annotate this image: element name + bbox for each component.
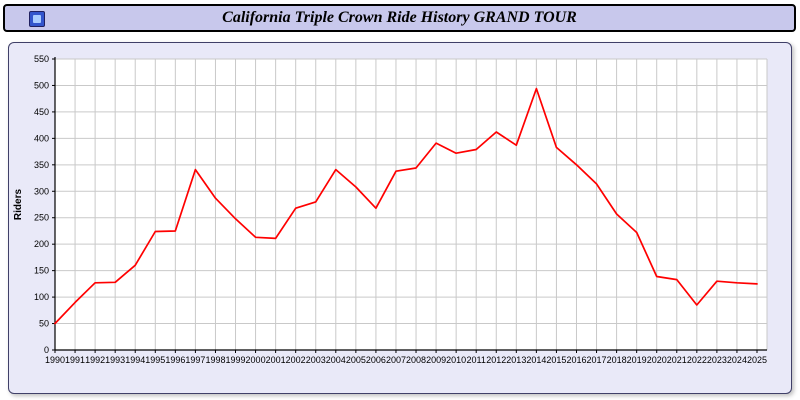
svg-text:2023: 2023 [707,355,727,365]
x-gridlines [54,59,768,350]
svg-text:2012: 2012 [486,355,506,365]
svg-text:2022: 2022 [687,355,707,365]
chart-panel: 0 50 100 150 200 250 300 350 400 450 500 550 1990 199… [8,42,792,394]
riders-line [54,87,758,325]
svg-text:2007: 2007 [386,355,406,365]
plot-area [55,59,767,350]
svg-text:1998: 1998 [205,355,225,365]
svg-text:2010: 2010 [446,355,466,365]
svg-text:350: 350 [34,160,49,170]
svg-text:500: 500 [34,80,49,90]
x-tick-labels: 1990 1991 1992 1993 1994 1995 1996 1997 1998 1999… [45,355,767,365]
svg-text:1995: 1995 [145,355,165,365]
svg-text:2003: 2003 [306,355,326,365]
y-tick-labels: 0 50 100 150 200 250 300 350 400 450 500 550 [34,54,49,355]
svg-text:1997: 1997 [185,355,205,365]
svg-text:2008: 2008 [406,355,426,365]
svg-text:1992: 1992 [85,355,105,365]
svg-text:1996: 1996 [165,355,185,365]
svg-text:2009: 2009 [426,355,446,365]
svg-text:150: 150 [34,266,49,276]
svg-text:2005: 2005 [346,355,366,365]
svg-text:2018: 2018 [607,355,627,365]
svg-text:2014: 2014 [526,355,546,365]
svg-text:550: 550 [34,54,49,64]
svg-text:450: 450 [34,107,49,117]
svg-text:2016: 2016 [566,355,586,365]
svg-text:50: 50 [39,319,49,329]
window-titlebar: California Triple Crown Ride History GRA… [3,4,796,32]
svg-text:1990: 1990 [45,355,65,365]
svg-text:100: 100 [34,292,49,302]
svg-text:2000: 2000 [246,355,266,365]
svg-text:300: 300 [34,186,49,196]
svg-text:0: 0 [44,345,49,355]
y-axis-title: Riders [13,189,24,221]
svg-text:2002: 2002 [286,355,306,365]
svg-text:2020: 2020 [647,355,667,365]
svg-text:2015: 2015 [546,355,566,365]
axes [54,57,767,351]
svg-text:1994: 1994 [125,355,145,365]
svg-text:2019: 2019 [627,355,647,365]
window-title: California Triple Crown Ride History GRA… [222,9,577,26]
svg-text:2004: 2004 [326,355,346,365]
svg-text:200: 200 [34,239,49,249]
svg-text:2017: 2017 [587,355,607,365]
svg-text:2001: 2001 [266,355,286,365]
svg-text:1999: 1999 [225,355,245,365]
svg-text:2025: 2025 [747,355,767,365]
svg-text:1993: 1993 [105,355,125,365]
chart-window-icon [29,11,45,27]
svg-text:2013: 2013 [506,355,526,365]
svg-text:400: 400 [34,133,49,143]
svg-text:250: 250 [34,213,49,223]
tick-marks [52,58,758,353]
svg-text:1991: 1991 [65,355,85,365]
svg-text:2011: 2011 [467,355,486,365]
svg-text:2006: 2006 [366,355,386,365]
svg-text:2021: 2021 [667,355,687,365]
svg-text:2024: 2024 [727,355,747,365]
